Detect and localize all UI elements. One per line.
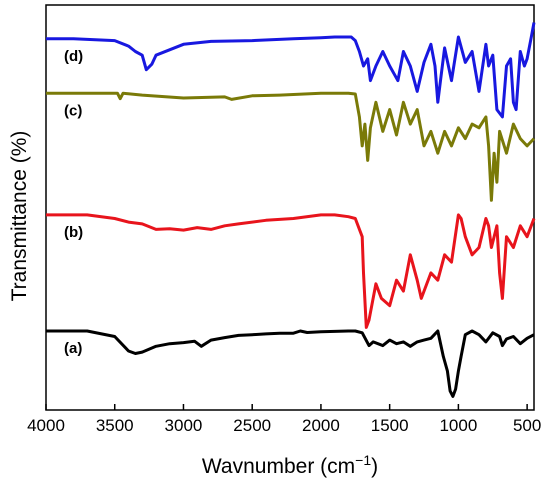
series-labels: (a) (b) (c) (d): [64, 48, 83, 357]
series-label-b: (b): [64, 224, 83, 241]
x-tick-label: 2000: [302, 416, 340, 435]
x-tick-label: 3500: [96, 416, 134, 435]
series-label-a: (a): [64, 340, 82, 357]
plot-frame: [45, 4, 535, 411]
x-tick-label: 1000: [439, 416, 477, 435]
series-line-b: [46, 213, 536, 329]
series-group: [46, 22, 536, 398]
x-axis-title: Wavnumber (cm−1): [202, 452, 378, 478]
series-line-a: [46, 329, 535, 398]
x-tick-label: 3000: [165, 416, 203, 435]
series-line-d: [46, 22, 536, 119]
series-line-c: [46, 91, 536, 202]
x-tick-label: 2500: [233, 416, 271, 435]
x-axis-ticks: 4000 3500 3000 2500 2000 1500 1000 500: [27, 404, 541, 435]
x-tick-label: 1500: [371, 416, 409, 435]
series-label-d: (d): [64, 48, 83, 65]
series-label-c: (c): [64, 102, 82, 119]
y-axis-title: Transmittance (%): [8, 131, 31, 302]
x-tick-label: 500: [513, 416, 541, 435]
x-tick-label: 4000: [27, 416, 65, 435]
